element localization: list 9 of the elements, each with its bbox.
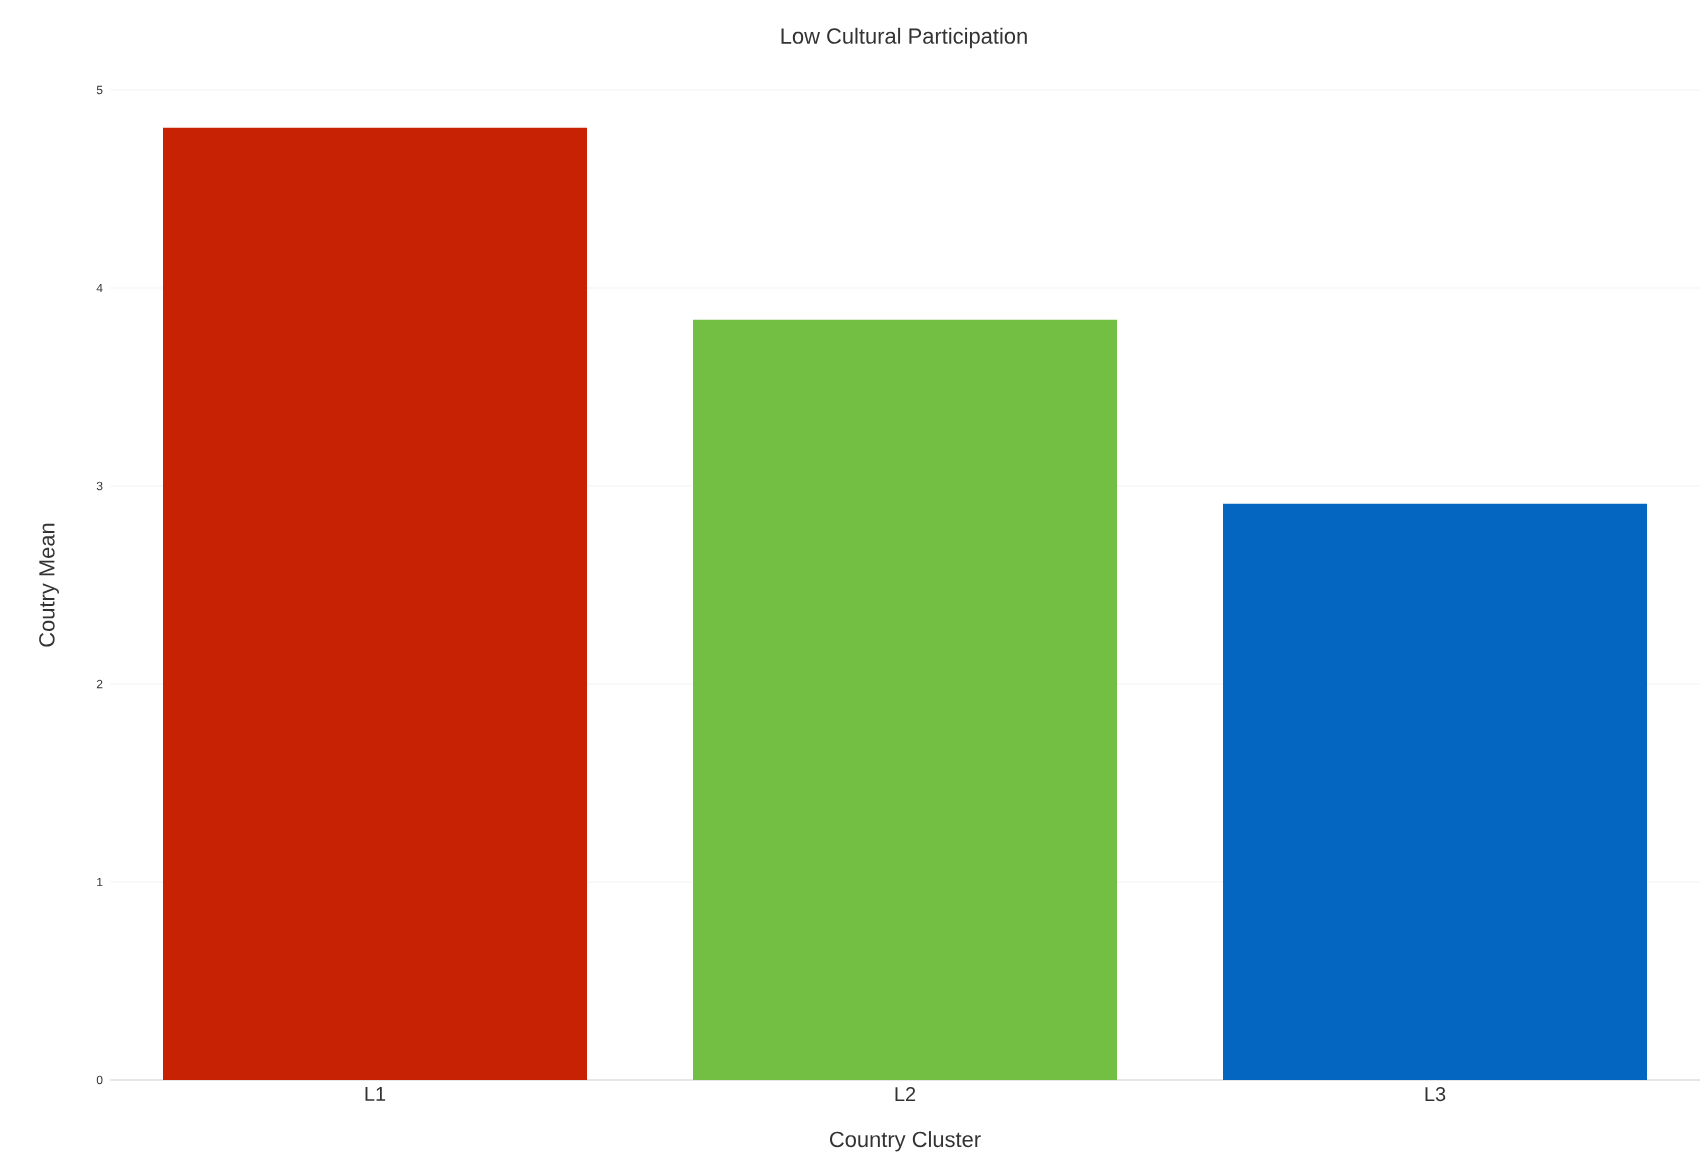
bar [163,127,588,1080]
bar [693,319,1118,1080]
x-tick-label: L3 [1425,1087,1446,1102]
chart-title: Low Cultural Participation [781,27,1027,49]
x-tick-label: L1 [365,1087,386,1101]
bar [1223,503,1648,1080]
y-axis-title: Coutry Mean [39,523,59,647]
x-tick-label: L2 [895,1087,916,1101]
x-axis-title: Country Cluster [830,1131,981,1152]
